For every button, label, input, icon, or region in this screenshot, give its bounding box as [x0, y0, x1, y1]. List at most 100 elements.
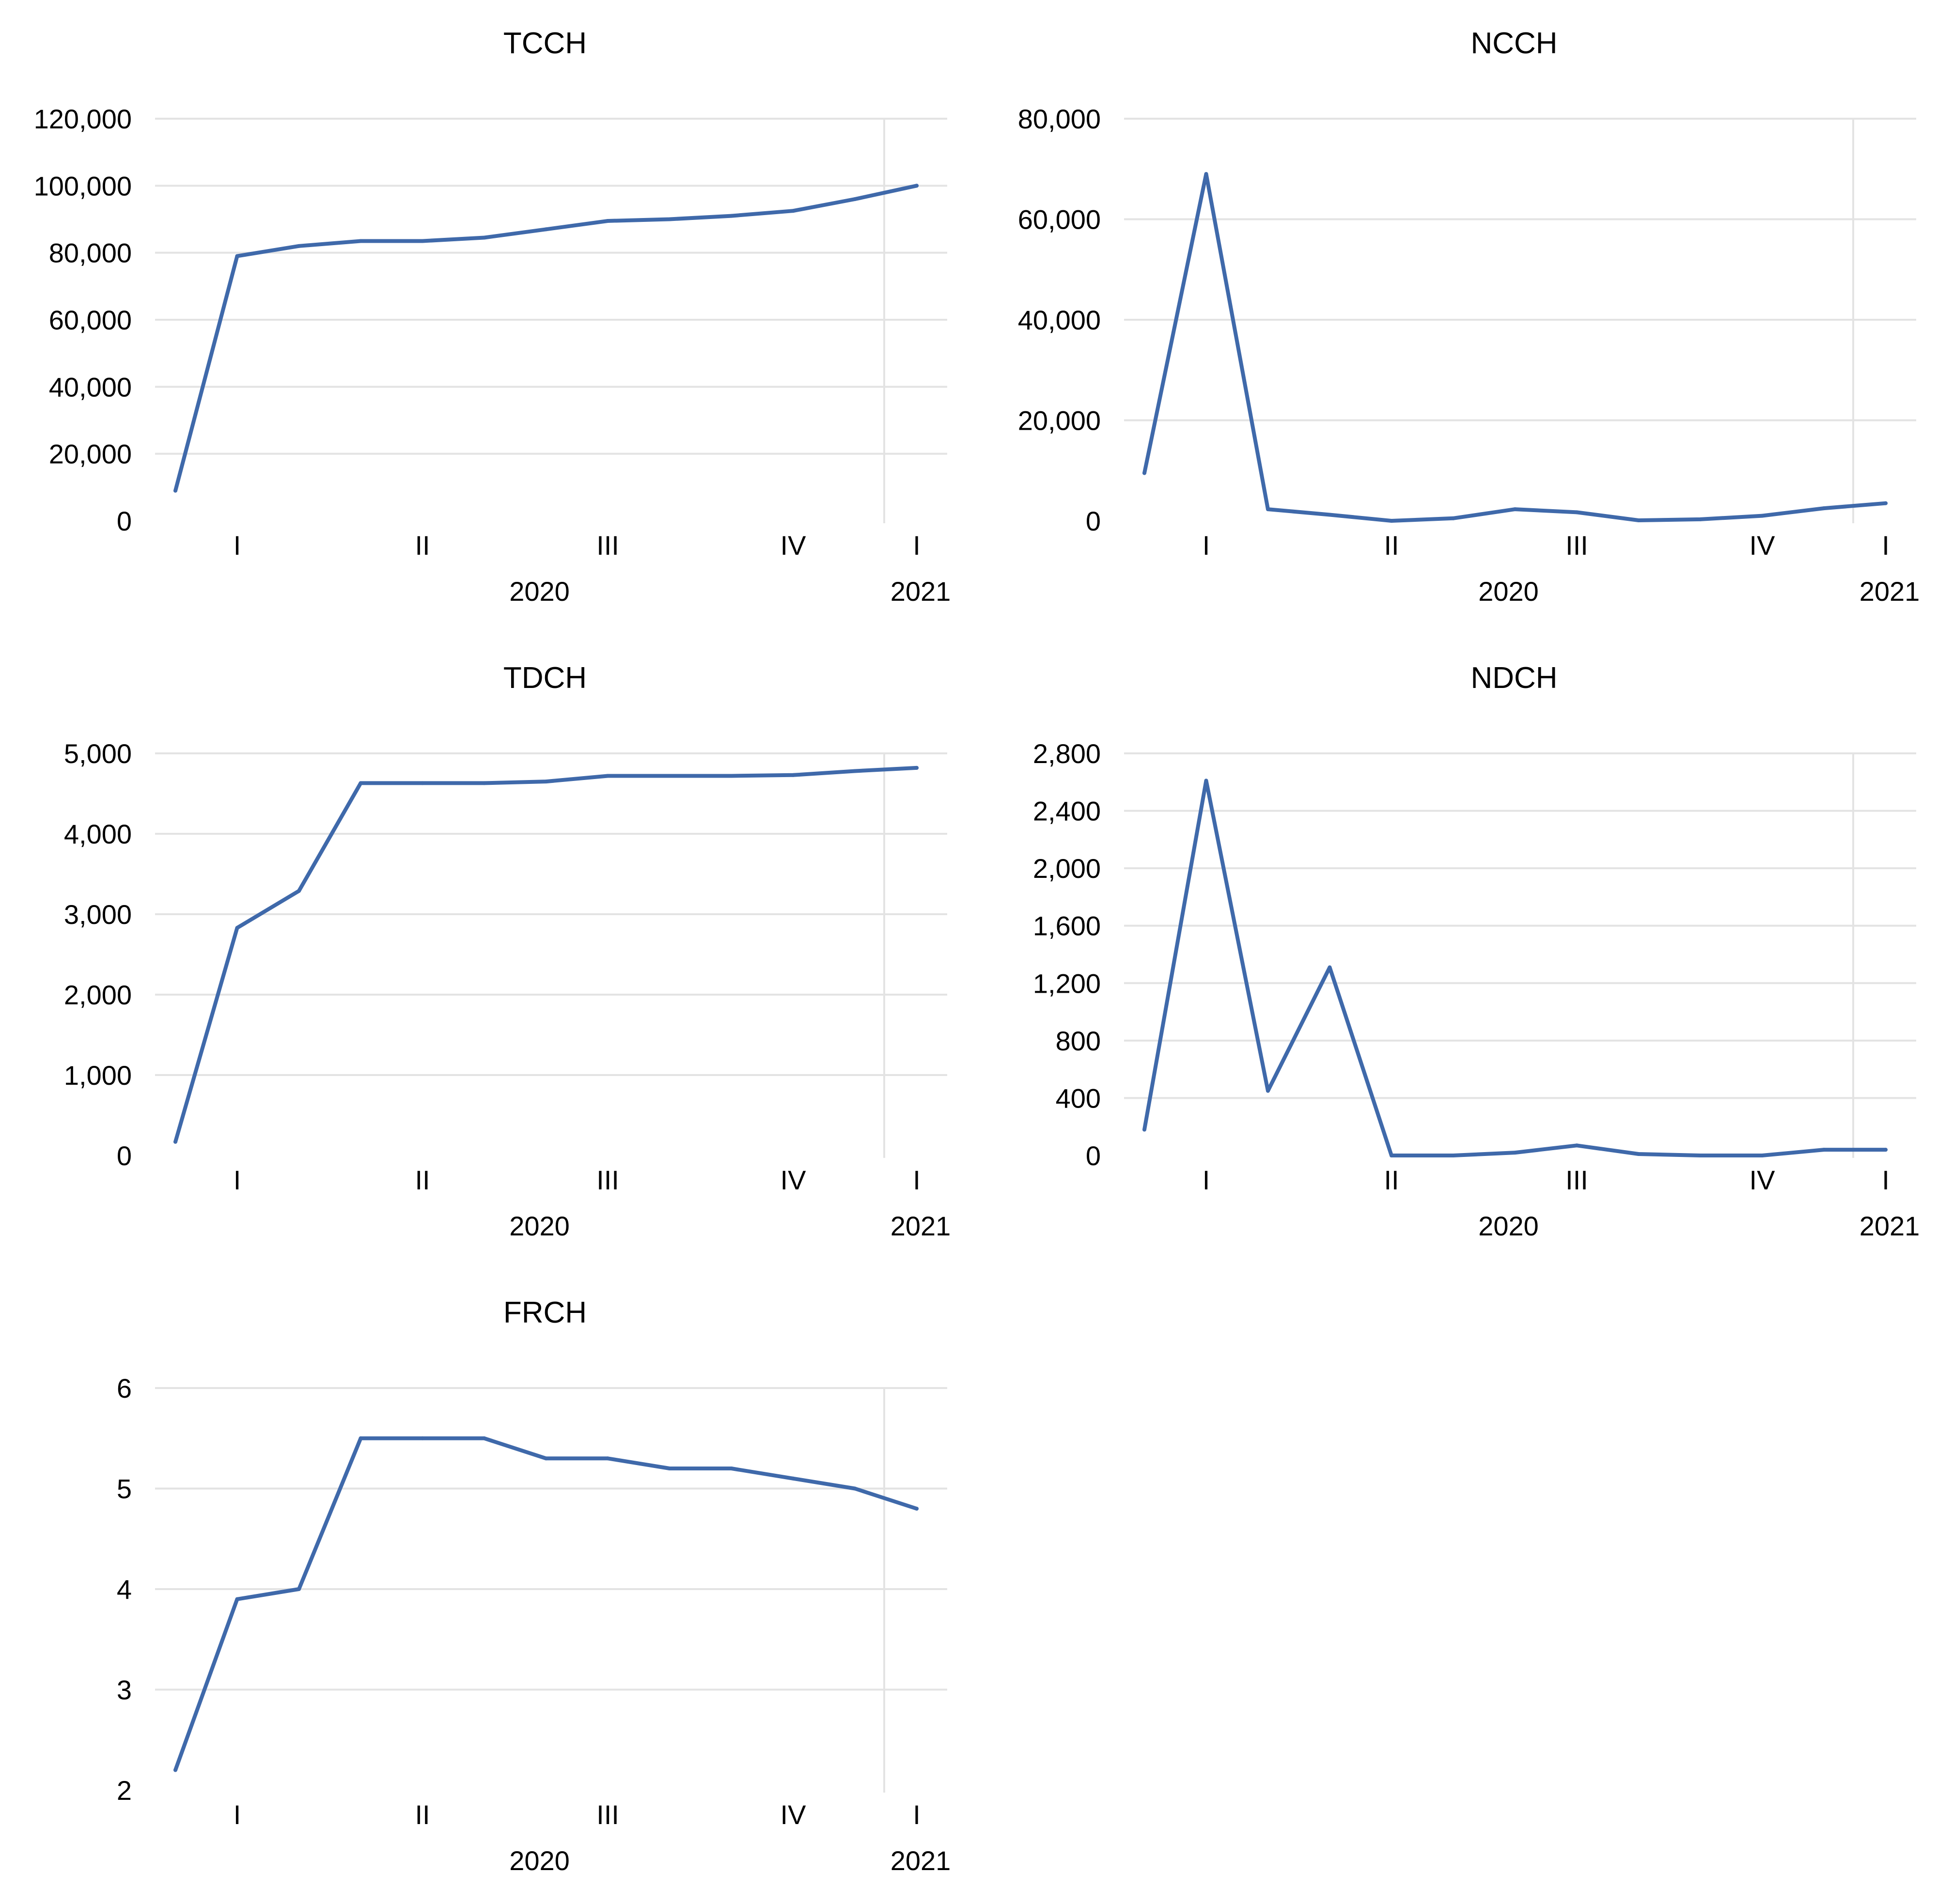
x-year-label: 2020: [509, 576, 570, 607]
data-point: [359, 781, 363, 785]
data-point: [235, 1597, 239, 1601]
data-point: [1204, 172, 1208, 176]
x-quarter-label: I: [234, 530, 241, 561]
y-tick-label: 40,000: [49, 372, 132, 402]
series-line: [1142, 172, 1888, 523]
y-tick-label: 4,000: [64, 819, 132, 849]
x-year-label: 2020: [1478, 576, 1539, 607]
data-point: [1822, 506, 1826, 511]
y-tick-label: 400: [1056, 1083, 1101, 1113]
data-point: [1204, 779, 1208, 783]
data-point: [729, 774, 734, 778]
data-point: [1142, 471, 1146, 475]
chart-frch: FRCH 2 3 4 5 6 I II III IV I 2020 2021: [0, 1269, 969, 1904]
data-point: [606, 218, 610, 223]
chart-title: TCCH: [503, 27, 587, 60]
y-tick-label: 6: [117, 1373, 132, 1404]
y-tick-label: 3,000: [64, 899, 132, 930]
x-quarter-label: I: [1882, 1165, 1890, 1195]
chart-title: NCCH: [1470, 27, 1557, 60]
x-quarter-label: IV: [1750, 1165, 1776, 1195]
data-point: [853, 197, 857, 201]
data-point: [1266, 1089, 1270, 1093]
y-tick-label: 4: [117, 1574, 132, 1605]
data-point: [544, 1456, 548, 1461]
y-tick-label: 0: [117, 506, 132, 536]
data-point: [482, 235, 486, 240]
y-tick-label: 0: [1086, 1140, 1101, 1171]
y-tick-label: 1,000: [64, 1060, 132, 1091]
y-tick-label: 20,000: [1018, 406, 1101, 436]
x-quarter-label: IV: [781, 1165, 807, 1195]
x-quarter-label: I: [913, 530, 921, 561]
data-point: [1513, 507, 1517, 512]
x-quarter-label: IV: [1750, 530, 1776, 561]
x-year-label: 2020: [509, 1211, 570, 1241]
data-point: [791, 773, 795, 777]
data-point: [1513, 1151, 1517, 1155]
data-point: [1637, 1152, 1641, 1156]
data-point: [173, 488, 177, 493]
chart-title: NDCH: [1470, 661, 1557, 695]
data-point: [915, 184, 919, 188]
x-year-label: 2021: [891, 1845, 951, 1876]
chart-ndch: NDCH 0 400 800 1,200 1,600 2,000 2,400 2,800 I II I…: [969, 635, 1938, 1269]
data-point: [1266, 507, 1270, 512]
data-point: [729, 1467, 734, 1470]
data-point: [1822, 1148, 1826, 1152]
x-year-label: 2021: [1860, 576, 1920, 607]
y-tick-label: 5,000: [64, 738, 132, 769]
y-tick-label: 2,000: [1033, 853, 1101, 884]
data-point: [359, 239, 363, 243]
x-quarter-label: IV: [781, 1799, 807, 1830]
data-point: [1698, 1154, 1703, 1157]
data-point: [235, 926, 239, 930]
data-point: [482, 781, 486, 785]
x-year-label: 2021: [891, 1211, 951, 1241]
series-line: [1142, 779, 1888, 1157]
data-point: [297, 889, 301, 893]
y-tick-label: 5: [117, 1474, 132, 1504]
data-point: [235, 254, 239, 258]
chart-ncch: NCCH 0 20,000 40,000 60,000 80,000 I II III IV I 20…: [969, 0, 1938, 635]
data-point: [1451, 516, 1455, 520]
data-point: [1390, 1154, 1393, 1157]
series-line: [173, 765, 919, 1144]
x-year-label: 2020: [1478, 1211, 1539, 1241]
chart-tdch: TDCH 0 1,000 2,000 3,000 4,000 5,000 I II III IV I 2…: [0, 635, 969, 1269]
y-tick-label: 800: [1056, 1026, 1101, 1056]
data-point: [729, 214, 734, 218]
y-tick-label: 1,600: [1033, 911, 1101, 941]
y-tick-label: 60,000: [49, 305, 132, 335]
x-quarter-label: II: [1384, 1165, 1399, 1195]
x-quarter-label: I: [1203, 1165, 1210, 1195]
data-point: [173, 1768, 177, 1772]
x-quarter-label: III: [596, 1165, 619, 1195]
data-point: [1390, 519, 1393, 523]
x-quarter-label: I: [913, 1799, 921, 1830]
data-point: [606, 1456, 610, 1461]
x-quarter-label: III: [596, 530, 619, 561]
data-point: [1328, 965, 1332, 969]
y-tick-label: 60,000: [1018, 204, 1101, 235]
data-point: [482, 1436, 486, 1440]
data-point: [668, 217, 672, 221]
x-quarter-label: I: [234, 1799, 241, 1830]
data-point: [173, 1139, 177, 1144]
y-tick-label: 2,000: [64, 980, 132, 1010]
y-tick-label: 0: [1086, 506, 1101, 536]
data-point: [1328, 513, 1332, 517]
chart-title: TDCH: [503, 661, 587, 695]
x-quarter-label: III: [596, 1799, 619, 1830]
y-tick-label: 120,000: [34, 104, 132, 134]
data-point: [791, 209, 795, 213]
y-tick-label: 80,000: [49, 238, 132, 268]
data-point: [1760, 1154, 1764, 1157]
y-tick-label: 2: [117, 1775, 132, 1806]
chart-svg: TCCH 0 20,000 40,000 60,000 80,000 100,000 120,…: [34, 27, 951, 607]
y-tick-label: 20,000: [49, 439, 132, 469]
x-quarter-label: I: [1882, 530, 1890, 561]
